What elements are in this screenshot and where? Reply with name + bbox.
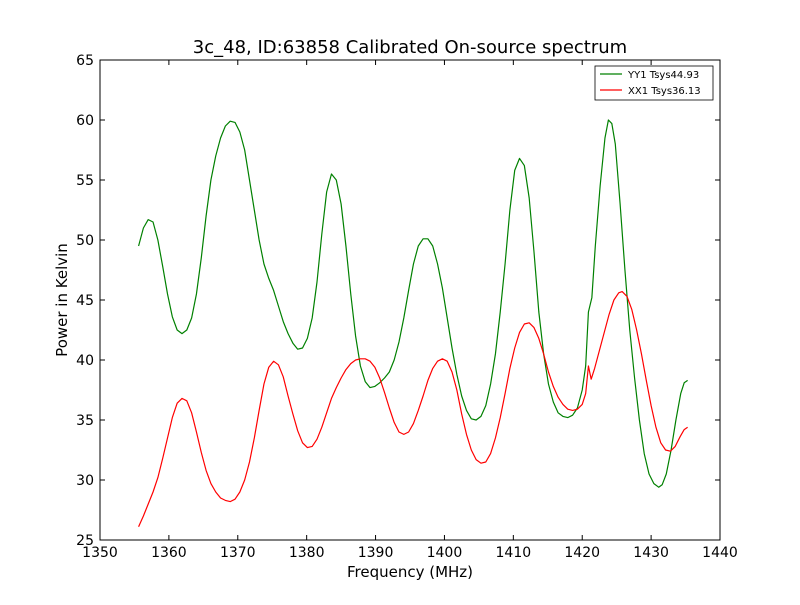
y-tick-label: 25 xyxy=(76,533,94,549)
x-tick-label: 1400 xyxy=(427,545,463,561)
chart-title: 3c_48, ID:63858 Calibrated On-source spe… xyxy=(193,37,627,58)
x-tick-label: 1440 xyxy=(702,545,738,561)
y-tick-label: 65 xyxy=(76,53,94,69)
x-tick-label: 1370 xyxy=(220,545,256,561)
x-tick-label: 1380 xyxy=(289,545,325,561)
x-tick-label: 1420 xyxy=(564,545,600,561)
series-line-yy1 xyxy=(138,119,688,488)
x-tick-label: 1390 xyxy=(358,545,394,561)
x-tick-label: 1430 xyxy=(633,545,669,561)
y-tick-label: 60 xyxy=(76,113,94,129)
y-tick-label: 30 xyxy=(76,473,94,489)
y-tick-label: 50 xyxy=(76,233,94,249)
legend: YY1 Tsys44.93 XX1 Tsys36.13 xyxy=(594,65,714,101)
x-axis-label: Frequency (MHz) xyxy=(347,563,473,581)
x-tick-label: 1410 xyxy=(496,545,532,561)
series-line-xx1 xyxy=(138,291,688,528)
y-tick-label: 55 xyxy=(76,173,94,189)
x-tick-label: 1350 xyxy=(82,545,118,561)
legend-label-yy1: YY1 Tsys44.93 xyxy=(627,70,699,81)
y-axis-label: Power in Kelvin xyxy=(53,243,71,357)
y-tick-label: 35 xyxy=(76,413,94,429)
legend-label-xx1: XX1 Tsys36.13 xyxy=(628,86,701,97)
y-tick-label: 45 xyxy=(76,293,94,309)
series-layer xyxy=(138,119,688,528)
legend-box xyxy=(594,65,714,101)
y-tick-label: 40 xyxy=(76,353,94,369)
x-tick-label: 1360 xyxy=(151,545,187,561)
tick-layer: 1350 1360 1370 1380 1390 1400 1410 1420 1430 1440… xyxy=(76,53,738,561)
